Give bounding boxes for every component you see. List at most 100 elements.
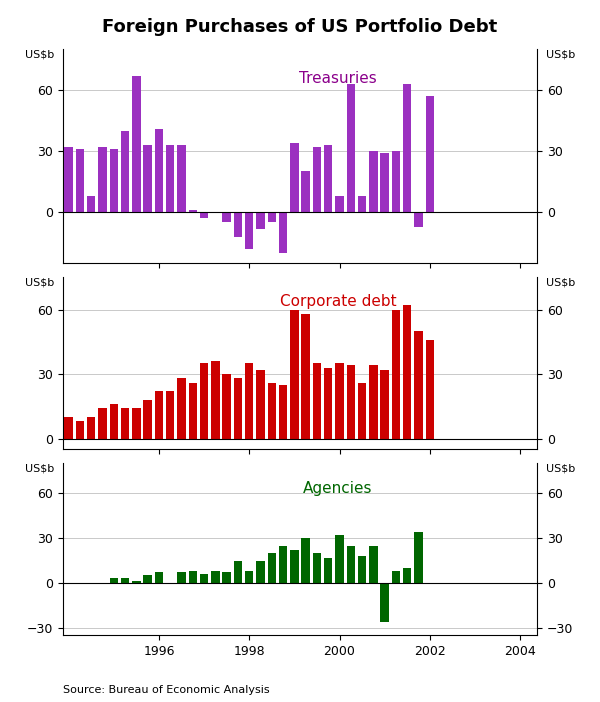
Bar — [188, 571, 197, 583]
Bar — [335, 364, 344, 439]
Bar — [301, 171, 310, 212]
Bar — [268, 553, 276, 583]
Bar — [290, 143, 299, 212]
Bar — [335, 535, 344, 583]
Bar — [155, 128, 163, 212]
Bar — [369, 151, 377, 212]
Text: Treasuries: Treasuries — [299, 71, 377, 86]
Bar — [245, 571, 253, 583]
Text: US$b: US$b — [545, 49, 575, 59]
Bar — [279, 385, 287, 439]
Bar — [200, 574, 208, 583]
Bar — [380, 153, 389, 212]
Bar — [392, 310, 400, 439]
Bar — [290, 550, 299, 583]
Bar — [155, 573, 163, 583]
Bar — [166, 145, 175, 212]
Bar — [324, 557, 332, 583]
Bar — [268, 212, 276, 223]
Text: US$b: US$b — [25, 463, 55, 473]
Bar — [347, 84, 355, 212]
Bar — [347, 366, 355, 439]
Bar — [313, 364, 321, 439]
Bar — [166, 391, 175, 439]
Bar — [64, 417, 73, 439]
Bar — [87, 417, 95, 439]
Text: Agencies: Agencies — [303, 480, 373, 496]
Bar — [403, 84, 412, 212]
Bar — [143, 145, 152, 212]
Bar — [110, 578, 118, 583]
Bar — [358, 196, 367, 212]
Bar — [414, 212, 423, 227]
Bar — [256, 370, 265, 439]
Bar — [324, 368, 332, 439]
Text: US$b: US$b — [545, 463, 575, 473]
Bar — [313, 553, 321, 583]
Bar — [233, 212, 242, 237]
Bar — [211, 571, 220, 583]
Text: Corporate debt: Corporate debt — [280, 295, 396, 310]
Bar — [143, 576, 152, 583]
Bar — [223, 212, 231, 223]
Bar — [414, 532, 423, 583]
Bar — [223, 374, 231, 439]
Text: Foreign Purchases of US Portfolio Debt: Foreign Purchases of US Portfolio Debt — [103, 18, 497, 36]
Bar — [132, 581, 140, 583]
Text: Source: Bureau of Economic Analysis: Source: Bureau of Economic Analysis — [63, 685, 269, 695]
Bar — [98, 147, 107, 212]
Bar — [290, 310, 299, 439]
Bar — [347, 545, 355, 583]
Bar — [279, 545, 287, 583]
Bar — [256, 560, 265, 583]
Bar — [358, 383, 367, 439]
Bar — [132, 76, 140, 212]
Bar — [121, 131, 130, 212]
Bar — [200, 212, 208, 218]
Bar — [132, 409, 140, 439]
Bar — [380, 583, 389, 622]
Text: US$b: US$b — [25, 277, 55, 287]
Text: US$b: US$b — [25, 49, 55, 59]
Bar — [211, 361, 220, 439]
Bar — [121, 409, 130, 439]
Bar — [223, 573, 231, 583]
Bar — [369, 366, 377, 439]
Bar — [425, 340, 434, 439]
Bar — [233, 560, 242, 583]
Bar — [403, 568, 412, 583]
Bar — [177, 378, 186, 439]
Bar — [313, 147, 321, 212]
Bar — [110, 149, 118, 212]
Bar — [301, 314, 310, 439]
Bar — [121, 578, 130, 583]
Bar — [279, 212, 287, 253]
Bar — [358, 556, 367, 583]
Bar — [64, 147, 73, 212]
Bar — [301, 538, 310, 583]
Bar — [392, 571, 400, 583]
Bar — [414, 331, 423, 439]
Bar — [233, 378, 242, 439]
Text: US$b: US$b — [545, 277, 575, 287]
Bar — [110, 404, 118, 439]
Bar — [188, 383, 197, 439]
Bar — [369, 545, 377, 583]
Bar — [177, 573, 186, 583]
Bar — [87, 196, 95, 212]
Bar — [245, 212, 253, 249]
Bar — [392, 151, 400, 212]
Bar — [425, 96, 434, 212]
Bar — [256, 212, 265, 229]
Bar — [380, 370, 389, 439]
Bar — [155, 391, 163, 439]
Bar — [98, 409, 107, 439]
Bar — [268, 383, 276, 439]
Bar — [143, 400, 152, 439]
Bar — [335, 196, 344, 212]
Bar — [177, 145, 186, 212]
Bar — [188, 210, 197, 212]
Bar — [324, 145, 332, 212]
Bar — [200, 364, 208, 439]
Bar — [166, 583, 175, 585]
